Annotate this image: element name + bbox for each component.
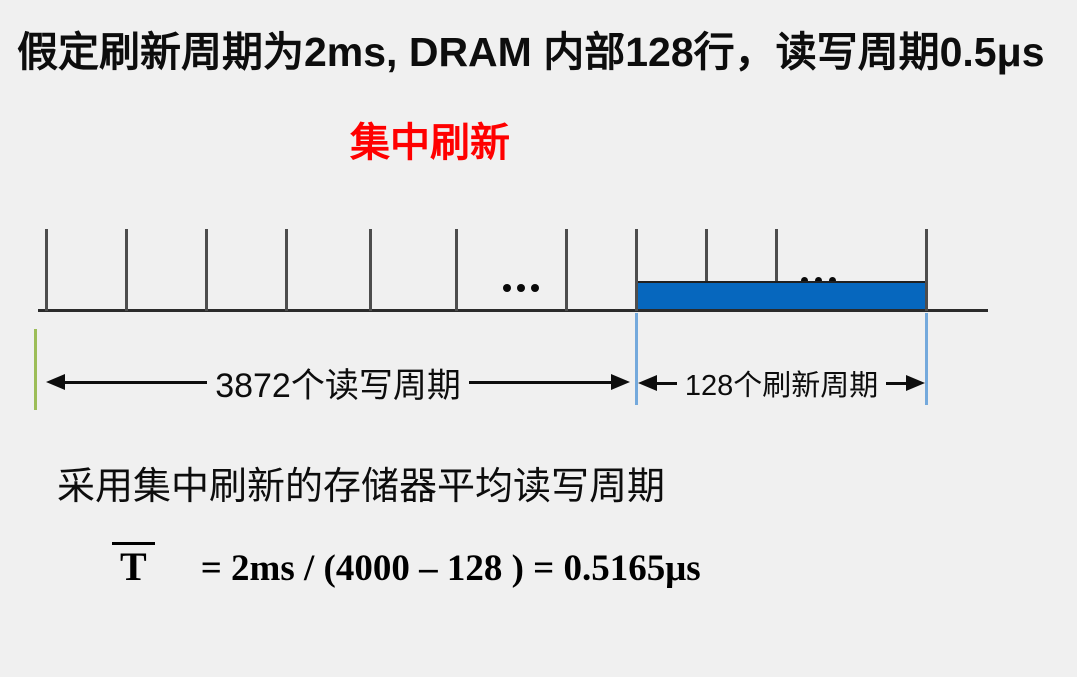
formula-expression: = 2ms / (4000 – 128 ) = 0.5165μs [200,548,701,589]
arrow-line [657,381,677,385]
timeline-tick [285,229,288,311]
bar-ellipsis-dot [814,276,822,284]
read-write-span-label: 3872个读写周期 [215,366,461,405]
timeline-tick [125,229,128,311]
formula: T = 2ms / (4000 – 128 ) = 0.5165μs [112,542,701,591]
t-average-symbol: T [112,542,155,588]
bar-ellipsis-dot [800,276,808,284]
axis-ellipsis-dot [531,284,539,292]
timeline-tick [369,229,372,311]
arrow-right-head-icon [906,375,926,391]
arrow-left-head-icon [638,375,657,391]
caption-average-cycle: 采用集中刷新的存储器平均读写周期 [57,466,666,508]
timeline-tick [635,229,638,311]
axis-ellipsis-dot [503,284,511,292]
arrow-line [468,380,612,384]
blue-boundary-marker [635,313,638,405]
arrow-right-head-icon [611,374,631,390]
timeline-tick-short [775,229,778,282]
read-write-span-arrow: 3872个读写周期 [46,366,631,405]
axis-ellipsis-dot [517,284,525,292]
refresh-bar [636,281,927,311]
green-boundary-marker [34,329,37,410]
timeline-tick [45,229,48,311]
arrow-left-head-icon [46,374,65,390]
arrow-line [886,381,907,385]
timeline-tick-short [705,229,708,282]
bar-ellipsis-dot [828,276,836,284]
subtitle-refresh-mode: 集中刷新 [350,121,510,165]
timeline-tick [205,229,208,311]
blue-boundary-marker [925,313,928,405]
timeline-tick [925,229,928,311]
timeline-tick [455,229,458,311]
refresh-span-arrow: 128个刷新周期 [638,367,926,402]
arrow-line [65,380,208,384]
refresh-span-label: 128个刷新周期 [684,370,879,402]
timeline-tick [565,229,568,311]
slide-title: 假定刷新周期为2ms, DRAM 内部128行，读写周期0.5μs [17,29,1045,75]
timeline-axis [38,309,988,312]
